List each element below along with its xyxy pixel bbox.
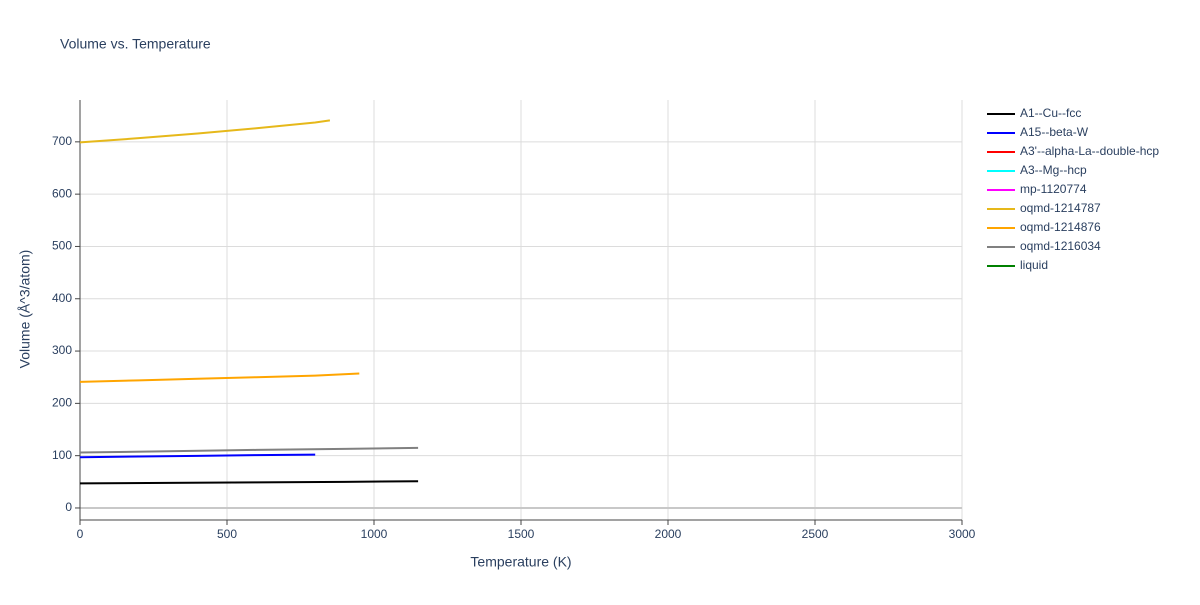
x-tick-label: 2500 bbox=[802, 527, 829, 541]
y-axis-title: Volume (Å^3/atom) bbox=[17, 250, 33, 369]
legend-label: A15--beta-W bbox=[1020, 125, 1089, 139]
y-tick-label: 500 bbox=[52, 239, 72, 253]
legend-label: oqmd-1216034 bbox=[1020, 239, 1101, 253]
y-tick-label: 0 bbox=[65, 500, 72, 514]
y-tick-label: 200 bbox=[52, 396, 72, 410]
series-line bbox=[79, 453, 316, 459]
legend-label: A3'--alpha-La--double-hcp bbox=[1020, 144, 1159, 158]
y-tick-label: 300 bbox=[52, 343, 72, 357]
legend-label: liquid bbox=[1020, 258, 1048, 272]
legend-label: oqmd-1214787 bbox=[1020, 201, 1101, 215]
series-line bbox=[79, 119, 331, 144]
legend-label: oqmd-1214876 bbox=[1020, 220, 1101, 234]
series-line bbox=[79, 446, 419, 454]
x-tick-label: 0 bbox=[77, 527, 84, 541]
y-tick-label: 700 bbox=[52, 134, 72, 148]
x-tick-label: 500 bbox=[217, 527, 237, 541]
legend-label: A3--Mg--hcp bbox=[1020, 163, 1087, 177]
legend-label: A1--Cu--fcc bbox=[1020, 106, 1081, 120]
x-tick-label: 2000 bbox=[655, 527, 682, 541]
chart-title: Volume vs. Temperature bbox=[60, 36, 211, 52]
legend-label: mp-1120774 bbox=[1020, 182, 1087, 196]
x-tick-label: 3000 bbox=[949, 527, 976, 541]
series-line bbox=[79, 480, 419, 485]
series-line bbox=[79, 372, 360, 383]
x-tick-label: 1500 bbox=[508, 527, 535, 541]
x-axis-title: Temperature (K) bbox=[470, 554, 571, 570]
x-tick-label: 1000 bbox=[361, 527, 388, 541]
y-tick-label: 600 bbox=[52, 186, 72, 200]
y-tick-label: 400 bbox=[52, 291, 72, 305]
y-tick-label: 100 bbox=[52, 448, 72, 462]
